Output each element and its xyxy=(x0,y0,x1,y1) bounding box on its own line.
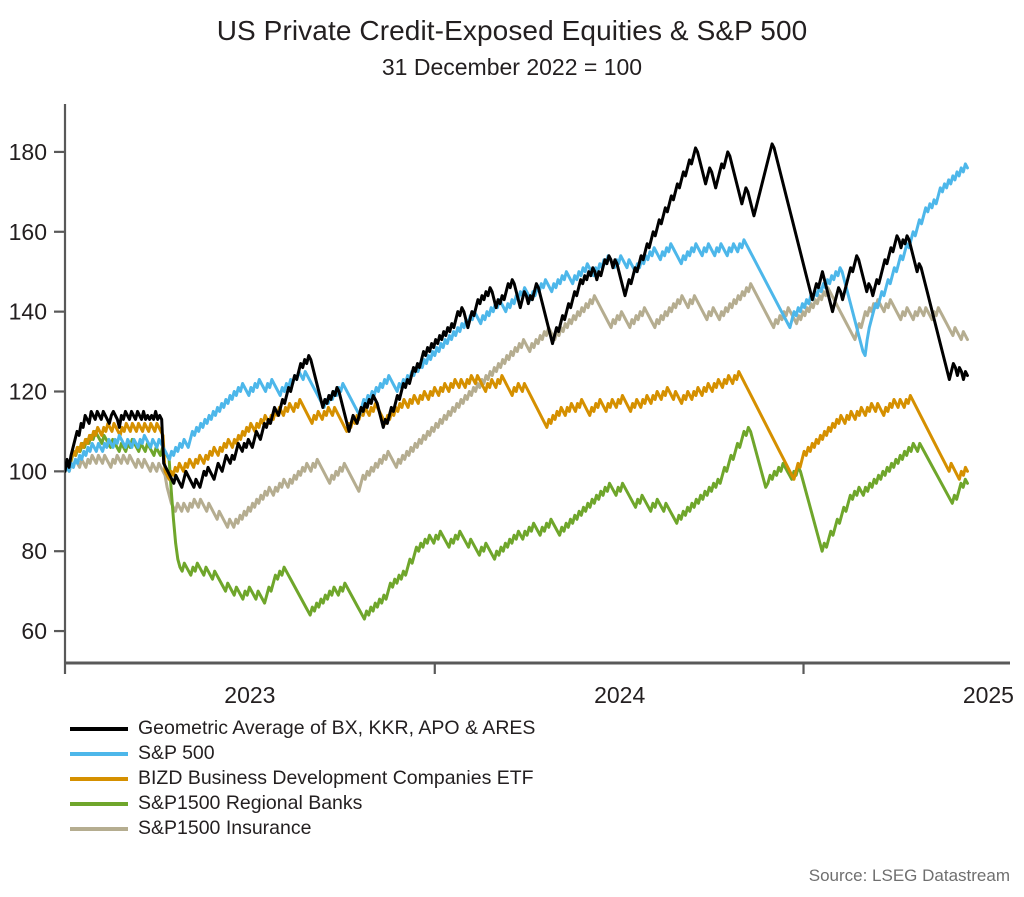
legend-swatch-line-icon xyxy=(70,826,128,831)
series-line xyxy=(65,282,969,529)
legend-item[interactable]: BIZD Business Development Companies ETF xyxy=(70,766,770,791)
source-note: Source: LSEG Datastream xyxy=(808,866,1010,885)
legend-item-label: Geometric Average of BX, KKR, APO & ARES xyxy=(138,717,536,739)
legend-swatch-line-icon xyxy=(70,776,128,781)
chart-subtitle: 31 December 2022 = 100 xyxy=(381,54,643,80)
legend-item[interactable]: S&P1500 Insurance xyxy=(70,816,770,841)
legend-item[interactable]: S&P1500 Regional Banks xyxy=(70,791,770,816)
page-title: US Private Credit-Exposed Equities & S&P… xyxy=(216,15,808,46)
legend-item-label: S&P1500 Regional Banks xyxy=(138,792,363,814)
y-tick-label: 100 xyxy=(9,458,47,484)
legend-swatch-line-icon xyxy=(70,751,128,756)
series-line xyxy=(65,142,969,489)
x-tick-label: 2023 xyxy=(224,682,275,708)
x-tick-label: 2025 xyxy=(963,682,1014,708)
y-tick-label: 160 xyxy=(9,219,47,245)
y-tick-label: 80 xyxy=(21,538,47,564)
y-tick-label: 140 xyxy=(9,299,47,325)
chart-header: US Private Credit-Exposed Equities & S&P… xyxy=(0,14,1024,82)
legend-swatch-line-icon xyxy=(70,726,128,731)
legend-item-label: S&P 500 xyxy=(138,742,215,764)
legend-item[interactable]: Geometric Average of BX, KKR, APO & ARES xyxy=(70,716,770,741)
legend-item-label: BIZD Business Development Companies ETF xyxy=(138,767,534,789)
series-line xyxy=(65,425,969,621)
x-tick-label: 2024 xyxy=(594,682,645,708)
series-group xyxy=(65,142,969,621)
legend-swatch-line-icon xyxy=(70,801,128,806)
series-line xyxy=(65,370,969,481)
legend-item-label: S&P1500 Insurance xyxy=(138,817,312,839)
chart-legend: Geometric Average of BX, KKR, APO & ARES… xyxy=(70,716,770,841)
y-tick-label: 180 xyxy=(9,139,47,165)
y-tick-label: 60 xyxy=(21,618,47,644)
y-tick-label: 120 xyxy=(9,378,47,404)
legend-item[interactable]: S&P 500 xyxy=(70,741,770,766)
